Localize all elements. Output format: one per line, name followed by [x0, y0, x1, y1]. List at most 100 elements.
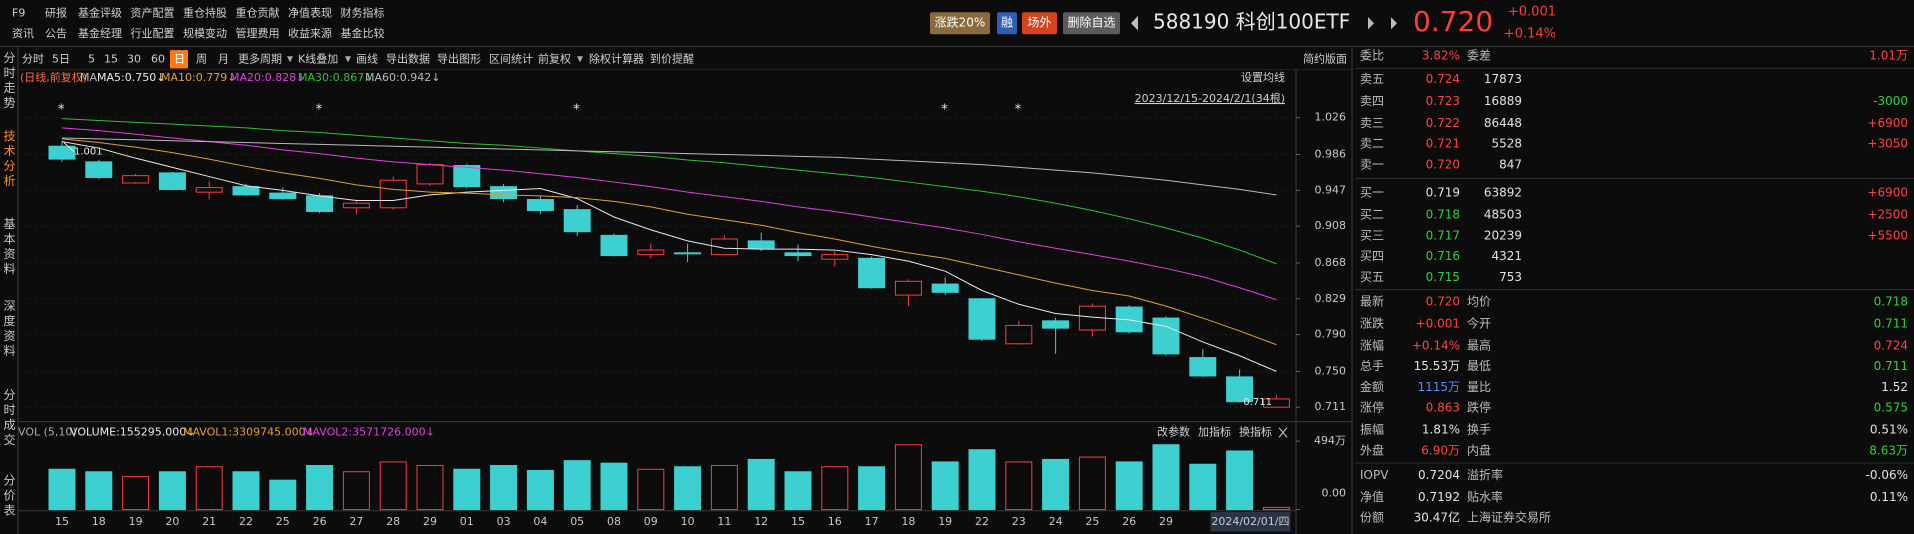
toolbar-item[interactable]: 到价提醒: [650, 52, 694, 65]
ma-line: [61, 137, 1277, 196]
side-tab[interactable]: 深度资料: [2, 299, 16, 359]
field-label: 今开: [1467, 315, 1491, 330]
side-tab[interactable]: 基本资料: [2, 217, 16, 277]
menu-item[interactable]: 资产配置: [131, 5, 175, 19]
field-label: 买五: [1360, 270, 1384, 284]
field-label: 委比: [1360, 49, 1384, 63]
field-value: 17873: [1484, 72, 1522, 86]
candle-body: [526, 199, 554, 212]
toolbar-item[interactable]: 5日: [52, 52, 70, 65]
field-value: +3050: [1867, 137, 1908, 151]
field-value: 0.715: [1426, 270, 1460, 284]
menu-item[interactable]: 行业配置: [131, 27, 175, 40]
menu-item[interactable]: 基金评级: [78, 5, 122, 19]
volume-bar: [416, 465, 444, 511]
y-tick-label: 0.711: [1315, 400, 1347, 413]
menu-item[interactable]: 净值表现: [288, 5, 332, 19]
side-tab[interactable]: 分时成交: [2, 388, 16, 448]
side-tab[interactable]: 分时走势: [2, 51, 16, 111]
menu-item[interactable]: 基金经理: [78, 26, 122, 40]
toolbar-item[interactable]: 日: [174, 52, 185, 65]
field-label: 最新: [1360, 293, 1384, 308]
x-tick-label: 15: [791, 515, 805, 528]
badge-bg[interactable]: [1063, 12, 1120, 35]
menu-item[interactable]: F9: [12, 6, 25, 19]
legend-entry: MA10:0.779↓: [161, 71, 236, 84]
field-value: 3.82%: [1422, 49, 1460, 63]
menu-item[interactable]: 资讯: [12, 27, 34, 40]
x-tick-label: 29: [423, 515, 437, 528]
field-value: 0.722: [1426, 116, 1460, 130]
menu-item[interactable]: 规模变动: [183, 26, 227, 40]
menu-item[interactable]: 基金比较: [341, 26, 385, 40]
toolbar-item[interactable]: 分时: [22, 52, 44, 65]
close-icon[interactable]: [1278, 427, 1288, 438]
badge-bg[interactable]: [930, 12, 990, 35]
toolbar-item[interactable]: 5: [88, 52, 95, 65]
indicator-button[interactable]: 改参数: [1157, 425, 1190, 439]
badge[interactable]: 场外: [1027, 16, 1051, 30]
badge[interactable]: 删除自选: [1067, 15, 1115, 30]
menu-item[interactable]: 收益来源: [288, 26, 332, 40]
indicator-button[interactable]: 换指标: [1239, 425, 1272, 439]
menu-item[interactable]: 研报: [45, 5, 67, 19]
candle-body: [85, 161, 113, 178]
field-value: 15.53万: [1414, 359, 1460, 373]
x-tick-label: 25: [276, 515, 290, 528]
field-value: 753: [1499, 270, 1522, 284]
last-price: 0.720: [1413, 5, 1493, 38]
toolbar-item[interactable]: 周: [196, 52, 207, 65]
badge[interactable]: 融: [1001, 16, 1013, 30]
prev-arrow[interactable]: [1131, 15, 1138, 31]
toolbar-item[interactable]: 导出图形: [437, 51, 481, 65]
field-label: 委差: [1467, 49, 1491, 63]
candle-body: [821, 254, 849, 260]
field-value: 0.720: [1426, 294, 1460, 308]
indicator-button[interactable]: 加指标: [1198, 425, 1231, 439]
volume-bar: [1262, 506, 1290, 511]
layout-button[interactable]: 简约版面: [1303, 51, 1347, 65]
toolbar-item[interactable]: 前复权: [538, 51, 571, 65]
badge-bg[interactable]: [997, 12, 1017, 35]
toolbar-item[interactable]: 月: [218, 52, 229, 65]
toolbar-item[interactable]: K线叠加: [298, 51, 338, 65]
field-label: 金额: [1360, 379, 1384, 394]
y-tick-label: 0.00: [1322, 487, 1347, 500]
field-value: 0.863: [1426, 401, 1460, 415]
menu-item[interactable]: 财务指标: [341, 5, 385, 19]
toolbar-item[interactable]: 30: [127, 52, 141, 65]
toolbar-item[interactable]: 区间统计: [489, 52, 533, 65]
x-tick-label: 17: [865, 515, 879, 528]
legend-entry: MAVOL2:3571726.000↓: [303, 426, 435, 439]
side-tab[interactable]: 分价表: [2, 474, 16, 519]
date-highlight: [1210, 512, 1291, 532]
toolbar-item[interactable]: 60: [151, 52, 165, 65]
badge[interactable]: 涨跌20%: [935, 15, 986, 30]
candle-body: [122, 175, 150, 184]
menu-item[interactable]: 公告: [45, 27, 67, 40]
next-arrow[interactable]: [1391, 17, 1397, 30]
menu-item[interactable]: 重仓贡献: [236, 5, 280, 19]
badge-bg[interactable]: [1022, 12, 1057, 35]
volume-bar: [269, 479, 297, 511]
candle-body: [379, 179, 407, 209]
menu-item[interactable]: 重仓持股: [183, 5, 227, 19]
x-tick-label: 21: [202, 515, 216, 528]
field-value: 0.719: [1426, 186, 1460, 200]
toolbar-item[interactable]: 除权计算器: [589, 51, 644, 65]
toolbar-item[interactable]: 更多周期: [238, 51, 282, 65]
volume-bar: [1115, 461, 1143, 511]
ma-setting[interactable]: 设置均线: [1241, 70, 1285, 84]
menu-item[interactable]: 管理费用: [236, 26, 280, 40]
next-arrow[interactable]: [1368, 17, 1374, 30]
side-tab[interactable]: 技术分析: [2, 129, 16, 189]
toolbar-item[interactable]: 导出数据: [386, 51, 430, 65]
volume-bar: [1152, 444, 1180, 511]
toolbar-item[interactable]: 15: [104, 52, 118, 65]
volume-bar: [122, 476, 150, 511]
field-value: 0.723: [1426, 94, 1460, 108]
toolbar-item[interactable]: 画线: [356, 51, 378, 65]
candle-body: [600, 234, 628, 257]
field-value: 6.90万: [1421, 443, 1460, 457]
